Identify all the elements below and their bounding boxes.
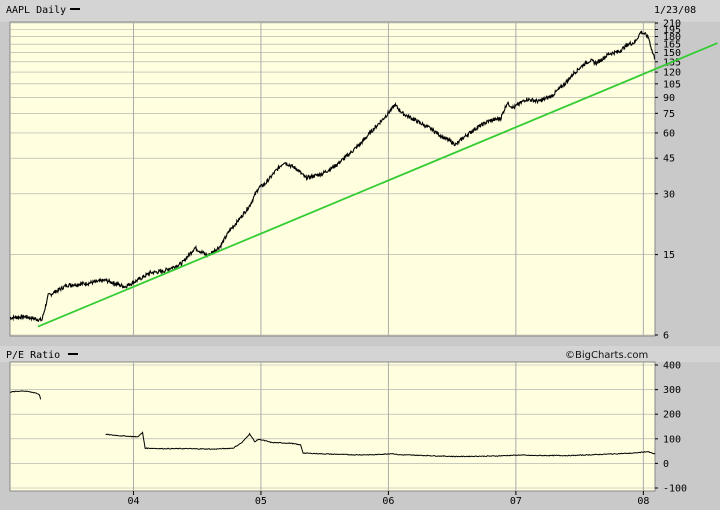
pe-tick-label: 0 <box>663 459 669 470</box>
price-tick-label: 45 <box>663 154 675 165</box>
price-tick-label: 120 <box>663 68 681 79</box>
x-tick-label: 07 <box>510 496 522 507</box>
price-tick-label: 165 <box>663 40 681 51</box>
pe-tick-label: 100 <box>663 434 681 445</box>
pe-y-axis: 400 300 200 100 0 -100 <box>655 361 687 495</box>
price-plot-area <box>9 21 656 337</box>
pe-line <box>10 390 42 400</box>
pe-series <box>10 390 656 458</box>
price-tick-label: 6 <box>663 331 669 342</box>
price-tick-label: 150 <box>663 48 681 59</box>
trendline <box>37 42 718 328</box>
x-axis: 04 05 06 07 08 <box>127 491 649 507</box>
x-tick-label: 08 <box>637 496 649 507</box>
price-tick-label: 60 <box>663 128 675 139</box>
ticker-legend-swatch <box>70 8 80 10</box>
x-tick-label: 04 <box>127 496 139 507</box>
price-tick-label: 195 <box>663 25 681 36</box>
header-strip <box>0 0 720 22</box>
price-tick-label: 30 <box>663 189 675 200</box>
bigcharts-credit: ©BigCharts.com <box>565 350 648 361</box>
price-tick-label: 75 <box>663 109 675 120</box>
pe-tick-label: -100 <box>663 484 687 495</box>
price-tick-label: 180 <box>663 32 681 43</box>
pe-legend-swatch <box>68 353 78 355</box>
trendline-segment <box>37 42 718 328</box>
pe-label: P/E Ratio <box>6 350 60 361</box>
price-series <box>9 30 656 323</box>
x-tick-label: 06 <box>382 496 394 507</box>
ticker-label: AAPL Daily <box>6 5 66 16</box>
pe-header-strip <box>0 346 720 362</box>
price-tick-label: 210 <box>663 19 681 30</box>
pe-tick-label: 200 <box>663 410 681 421</box>
price-tick-label: 90 <box>663 93 675 104</box>
pe-plot-area <box>9 361 656 492</box>
price-y-axis: 2101951801651501351201059075604530156 <box>655 19 681 342</box>
x-tick-label: 05 <box>255 496 267 507</box>
pe-gridlines <box>10 362 655 491</box>
price-tick-label: 105 <box>663 79 681 90</box>
price-line <box>9 30 656 323</box>
pe-line <box>105 431 656 458</box>
header-date: 1/23/08 <box>654 5 696 16</box>
pe-tick-label: 400 <box>663 361 681 372</box>
pe-tick-label: 300 <box>663 385 681 396</box>
price-tick-label: 15 <box>663 250 675 261</box>
